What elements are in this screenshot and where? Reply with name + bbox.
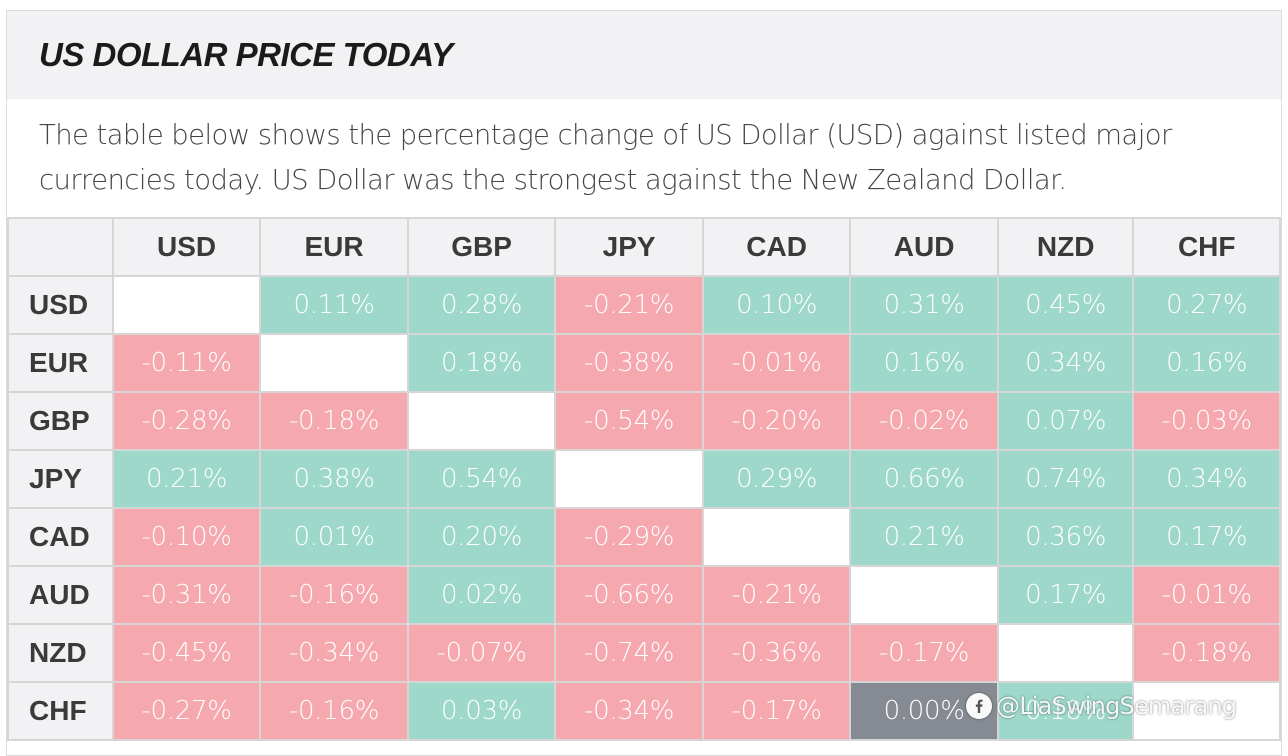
change-cell: -0.16% [259, 565, 409, 625]
header-row: USD EUR GBP JPY CAD AUD NZD CHF [7, 217, 1281, 277]
change-cell: -0.18% [259, 391, 409, 451]
empty-cell [554, 449, 704, 509]
column-header-aud: AUD [849, 217, 999, 277]
change-cell: 0.21% [111, 449, 262, 509]
card-header: US DOLLAR PRICE TODAY [7, 11, 1281, 99]
row-header-jpy: JPY [7, 449, 114, 509]
row-header-nzd: NZD [7, 623, 114, 683]
change-cell: -0.36% [701, 623, 852, 683]
change-cell: 0.31% [849, 275, 999, 335]
change-cell: 0.74% [996, 449, 1135, 509]
row-header-cad: CAD [7, 507, 114, 567]
change-cell: 0.17% [996, 565, 1135, 625]
column-header-usd: USD [111, 217, 262, 277]
column-header-gbp: GBP [406, 217, 557, 277]
row-header-eur: EUR [7, 333, 114, 393]
row-header-usd: USD [7, 275, 114, 335]
change-cell: -0.17% [701, 681, 852, 741]
table-row: AUD -0.31% -0.16% 0.02% -0.66% -0.21% 0.17% -0.… [7, 565, 1281, 625]
change-cell: -0.03% [1132, 391, 1281, 451]
change-cell: -0.16% [259, 681, 409, 741]
empty-cell [1132, 681, 1281, 741]
column-header-chf: CHF [1132, 217, 1281, 277]
table-row: USD 0.11% 0.28% -0.21% 0.10% 0.31% 0.45% 0.27% [7, 275, 1281, 335]
change-cell: 0.54% [406, 449, 557, 509]
change-cell: 0.00% [849, 681, 999, 741]
empty-cell [849, 565, 999, 625]
change-cell: 0.11% [259, 275, 409, 335]
table-header: USD EUR GBP JPY CAD AUD NZD CHF [7, 217, 1281, 277]
change-cell: 0.21% [849, 507, 999, 567]
change-cell: 0.36% [996, 507, 1135, 567]
empty-cell [259, 333, 409, 393]
change-cell: 0.16% [849, 333, 999, 393]
empty-cell [111, 275, 262, 335]
change-cell: 0.02% [406, 565, 557, 625]
change-cell: -0.29% [554, 507, 704, 567]
row-header-chf: CHF [7, 681, 114, 741]
card-description: The table below shows the percentage cha… [39, 119, 1172, 196]
table-row: GBP -0.28% -0.18% -0.54% -0.20% -0.02% 0.07% -0… [7, 391, 1281, 451]
table-row: CHF -0.27% -0.16% 0.03% -0.34% -0.17% 0.00% 0.1… [7, 681, 1281, 741]
change-cell: -0.20% [701, 391, 852, 451]
change-cell: -0.66% [554, 565, 704, 625]
column-header-eur: EUR [259, 217, 409, 277]
change-cell: -0.01% [1132, 565, 1281, 625]
change-cell: -0.34% [554, 681, 704, 741]
row-header-gbp: GBP [7, 391, 114, 451]
change-cell: -0.38% [554, 333, 704, 393]
column-header-nzd: NZD [996, 217, 1135, 277]
change-cell: -0.34% [259, 623, 409, 683]
table-row: EUR -0.11% 0.18% -0.38% -0.01% 0.16% 0.34% 0.16… [7, 333, 1281, 393]
change-cell: 0.20% [406, 507, 557, 567]
change-cell: -0.28% [111, 391, 262, 451]
change-cell: -0.21% [701, 565, 852, 625]
change-cell: 0.27% [1132, 275, 1281, 335]
change-cell: 0.29% [701, 449, 852, 509]
change-cell: -0.02% [849, 391, 999, 451]
change-cell: -0.18% [1132, 623, 1281, 683]
table-row: JPY 0.21% 0.38% 0.54% 0.29% 0.66% 0.74% 0.34% [7, 449, 1281, 509]
change-cell: 0.45% [996, 275, 1135, 335]
change-cell: 0.28% [406, 275, 557, 335]
change-cell: 0.34% [996, 333, 1135, 393]
change-cell: -0.17% [849, 623, 999, 683]
change-cell: 0.10% [701, 275, 852, 335]
table-body: USD 0.11% 0.28% -0.21% 0.10% 0.31% 0.45% 0.27% E… [7, 275, 1281, 741]
change-cell: -0.27% [111, 681, 262, 741]
change-cell: -0.21% [554, 275, 704, 335]
column-header-jpy: JPY [554, 217, 704, 277]
change-cell: 0.66% [849, 449, 999, 509]
change-cell: -0.07% [406, 623, 557, 683]
change-cell: -0.10% [111, 507, 262, 567]
change-cell: 0.18% [406, 333, 557, 393]
change-cell: 0.07% [996, 391, 1135, 451]
row-header-aud: AUD [7, 565, 114, 625]
change-cell: 0.16% [1132, 333, 1281, 393]
change-cell: -0.01% [701, 333, 852, 393]
page-title: US DOLLAR PRICE TODAY [39, 36, 453, 73]
change-cell: 0.17% [1132, 507, 1281, 567]
change-cell: -0.54% [554, 391, 704, 451]
corner-cell [7, 217, 114, 277]
change-cell: 0.01% [259, 507, 409, 567]
table-row: NZD -0.45% -0.34% -0.07% -0.74% -0.36% -0.17% -… [7, 623, 1281, 683]
empty-cell [406, 391, 557, 451]
change-cell: -0.11% [111, 333, 262, 393]
change-cell: -0.45% [111, 623, 262, 683]
table-row: CAD -0.10% 0.01% 0.20% -0.29% 0.21% 0.36% 0.17% [7, 507, 1281, 567]
change-cell: -0.31% [111, 565, 262, 625]
empty-cell [701, 507, 852, 567]
change-cell: 0.38% [259, 449, 409, 509]
column-header-cad: CAD [701, 217, 852, 277]
currency-matrix-table: USD EUR GBP JPY CAD AUD NZD CHF USD 0.11% 0.28% -0… [7, 217, 1281, 741]
change-cell: 0.34% [1132, 449, 1281, 509]
change-cell: 0.03% [406, 681, 557, 741]
price-card: US DOLLAR PRICE TODAY The table below sh… [6, 10, 1282, 756]
change-cell: 0.18% [996, 681, 1135, 741]
empty-cell [996, 623, 1135, 683]
change-cell: -0.74% [554, 623, 704, 683]
